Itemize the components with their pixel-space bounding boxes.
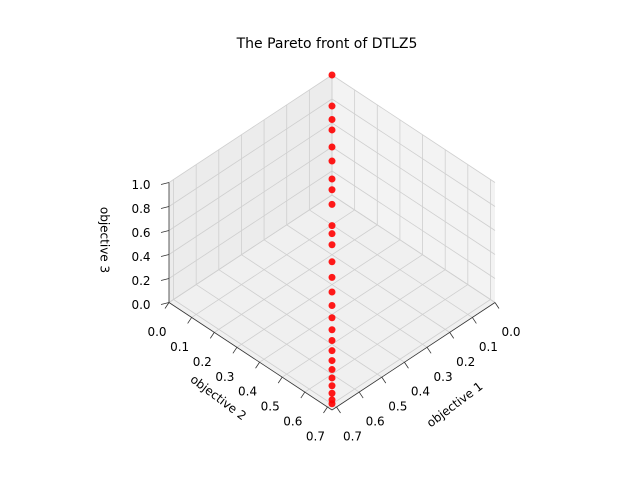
point bbox=[328, 71, 336, 79]
x-tick-label: 0.3 bbox=[434, 370, 453, 384]
grid-line bbox=[331, 170, 496, 279]
point bbox=[328, 400, 336, 408]
point bbox=[328, 347, 336, 355]
tick-mark bbox=[160, 302, 170, 305]
grid-line bbox=[259, 254, 423, 363]
point bbox=[328, 389, 336, 397]
y-tick-label: 0.7 bbox=[306, 430, 325, 444]
point bbox=[328, 273, 336, 281]
point bbox=[328, 357, 336, 365]
tick-mark bbox=[358, 391, 364, 399]
tick-mark bbox=[449, 332, 455, 339]
y-tick-label: 0.6 bbox=[283, 415, 302, 429]
point bbox=[328, 200, 336, 208]
x-tick-label: 0.6 bbox=[366, 415, 385, 429]
tick-mark bbox=[404, 362, 409, 369]
tick-mark bbox=[232, 347, 238, 354]
x-tick-label: 0.7 bbox=[343, 430, 362, 444]
grid-line bbox=[331, 146, 496, 255]
tick-mark bbox=[209, 332, 215, 339]
tick-mark bbox=[160, 230, 170, 233]
y-tick-label: 0.4 bbox=[238, 385, 257, 399]
tick-mark bbox=[160, 206, 170, 209]
point bbox=[328, 337, 336, 344]
pane-x0 bbox=[332, 75, 495, 303]
point bbox=[328, 374, 336, 382]
x-tick-label: 0.1 bbox=[479, 340, 498, 354]
point bbox=[328, 175, 336, 183]
z-tick-label: 1.0 bbox=[131, 178, 150, 192]
point bbox=[328, 366, 336, 374]
tick-mark bbox=[336, 406, 341, 414]
tick-mark bbox=[472, 317, 477, 324]
z-tick-label: 0.4 bbox=[131, 250, 150, 264]
grid-line bbox=[331, 74, 496, 183]
x-axis-label: objective 1 bbox=[424, 379, 485, 430]
y-axis bbox=[168, 302, 333, 411]
y-tick-label: 0.3 bbox=[215, 370, 234, 384]
point bbox=[328, 326, 336, 334]
tick-mark bbox=[426, 347, 432, 354]
tick-mark bbox=[160, 182, 170, 185]
x-tick-label: 0.0 bbox=[501, 325, 520, 339]
z-tick-label: 0.8 bbox=[131, 202, 150, 216]
chart-title: The Pareto front of DTLZ5 bbox=[236, 36, 418, 52]
grid-line bbox=[168, 74, 333, 183]
grid-line bbox=[331, 194, 496, 303]
tick-mark bbox=[160, 278, 170, 281]
grid-line bbox=[331, 98, 496, 207]
tick-mark bbox=[381, 376, 387, 384]
grid-line bbox=[168, 146, 333, 255]
grid-line bbox=[327, 299, 491, 408]
point bbox=[328, 186, 336, 194]
z-tick-label: 0.0 bbox=[131, 298, 150, 312]
tick-mark bbox=[300, 391, 306, 399]
point bbox=[328, 230, 336, 238]
point bbox=[328, 222, 336, 230]
grid-line bbox=[191, 209, 355, 318]
point bbox=[328, 241, 336, 249]
grid-line bbox=[236, 239, 401, 348]
tick-mark bbox=[277, 376, 283, 384]
z-tick-label: 0.2 bbox=[131, 274, 150, 288]
z-tick-label: 0.6 bbox=[131, 226, 150, 240]
point bbox=[328, 102, 336, 110]
tick-mark bbox=[187, 317, 192, 324]
y-tick-label: 0.5 bbox=[261, 400, 280, 414]
grid-line bbox=[214, 224, 378, 333]
point bbox=[328, 382, 336, 390]
grid-line bbox=[168, 194, 333, 303]
tick-mark bbox=[164, 302, 170, 309]
x-tick-label: 0.2 bbox=[456, 355, 475, 369]
grid-line bbox=[331, 122, 496, 231]
y-tick-label: 0.1 bbox=[170, 340, 189, 354]
tick-mark bbox=[494, 302, 500, 309]
point bbox=[328, 314, 336, 322]
tick-mark bbox=[255, 362, 260, 369]
x-tick-label: 0.4 bbox=[411, 385, 430, 399]
grid-line bbox=[281, 269, 446, 378]
tick-mark bbox=[160, 254, 170, 257]
x-axis bbox=[331, 302, 496, 411]
point bbox=[328, 143, 336, 151]
z-axis-label: objective 3 bbox=[98, 207, 112, 273]
point bbox=[328, 258, 336, 266]
point bbox=[328, 157, 336, 165]
grid-line bbox=[168, 98, 333, 207]
point bbox=[328, 301, 336, 309]
point bbox=[328, 116, 336, 124]
grid-line bbox=[168, 170, 333, 279]
pane-y0 bbox=[169, 75, 332, 303]
point bbox=[328, 126, 336, 134]
point bbox=[328, 288, 336, 296]
grid-line bbox=[304, 284, 469, 393]
y-tick-label: 0.2 bbox=[193, 355, 212, 369]
y-tick-label: 0.0 bbox=[147, 325, 166, 339]
tick-mark bbox=[323, 406, 328, 414]
x-tick-label: 0.5 bbox=[388, 400, 407, 414]
grid-line bbox=[168, 122, 333, 231]
